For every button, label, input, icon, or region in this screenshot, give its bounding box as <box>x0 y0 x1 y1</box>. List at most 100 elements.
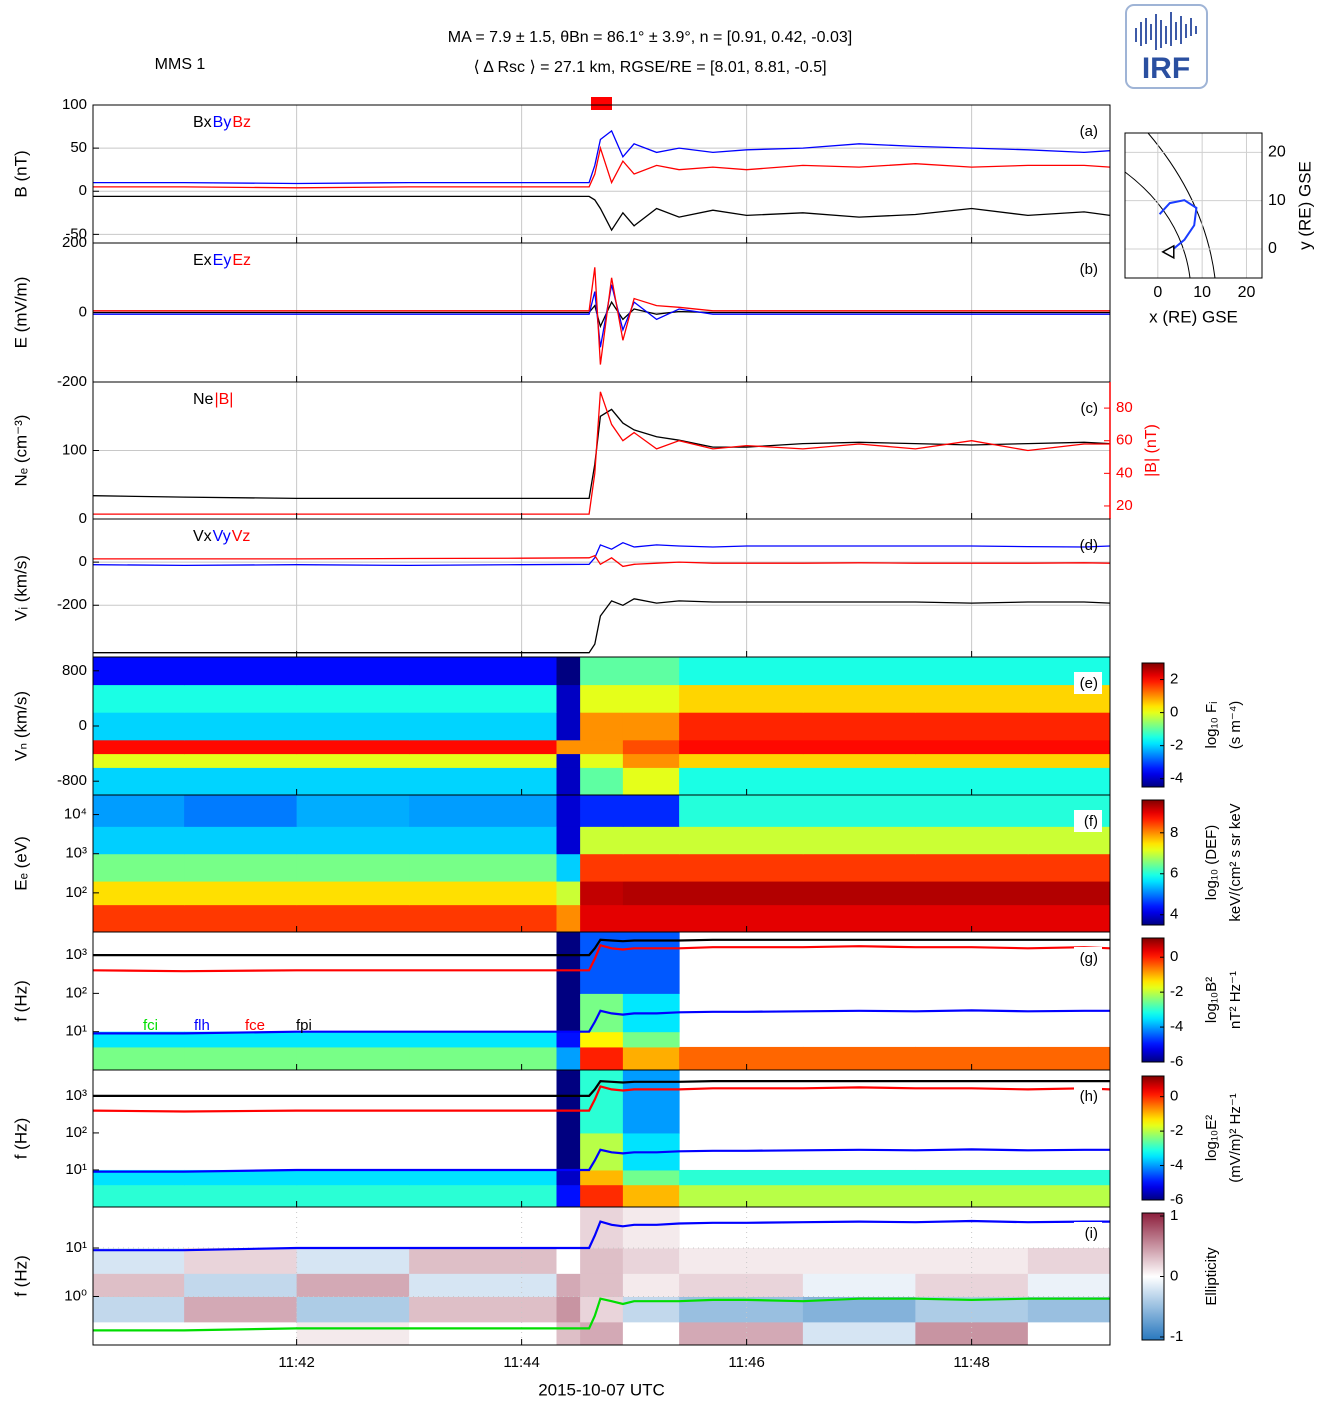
spectrogram-cell <box>679 712 804 741</box>
spectrogram-cell <box>296 881 410 906</box>
spectrogram-cell <box>580 932 624 994</box>
spectrogram-cell <box>93 904 185 932</box>
panel-label: (g) <box>1080 950 1098 967</box>
spectrogram-cell <box>802 1321 916 1345</box>
spectrogram-cell <box>679 1169 804 1186</box>
spectrogram-cell <box>556 795 581 827</box>
spectrogram-cell <box>802 881 916 906</box>
y-axis-label: Vₙ (km/s) <box>11 691 30 761</box>
spectrogram-cell <box>1027 739 1110 755</box>
spectrogram-cell <box>915 1273 1029 1297</box>
spectrogram-cell <box>679 1273 804 1297</box>
y-tick-label: 100 <box>62 441 87 458</box>
panel-label: (f) <box>1084 813 1098 830</box>
spectrogram-cell <box>580 1132 624 1171</box>
spectrogram-cell <box>679 1046 804 1070</box>
inset-frame <box>1124 132 1263 279</box>
x-axis-label: 2015-10-07 UTC <box>538 1380 665 1399</box>
spectrogram-cell <box>409 795 557 827</box>
y2-axis-label: |B| (nT) <box>1143 424 1160 477</box>
colorbar-label: (mV/m)² Hz⁻¹ <box>1227 1093 1244 1183</box>
panel-frame <box>92 1206 1111 1346</box>
panel: 10¹ 10² 10³ (h) f (Hz) -6 -4 -2 0 log₁₀E² (mV/m)² … <box>11 1069 1244 1208</box>
legend-entry: fpi <box>296 1017 312 1034</box>
spectrogram-cell <box>622 739 680 755</box>
spectrogram-cell <box>679 1247 804 1274</box>
spectrogram-cell <box>802 739 916 755</box>
spectrogram-cell <box>409 881 557 906</box>
plot-area <box>93 105 1110 243</box>
panel: -200 0 200 (b) E (mV/m) Ex Ey Ez <box>11 234 1111 390</box>
spectrogram-cell <box>296 1321 410 1345</box>
spectrogram-cell <box>296 904 410 932</box>
spectrogram-cell <box>93 767 185 795</box>
spectrogram-cell <box>679 1184 804 1207</box>
spectrogram-cell <box>915 881 1029 906</box>
y-tick-label: 50 <box>70 139 87 156</box>
spectrogram-cell <box>1027 881 1110 906</box>
panel: 10⁰ 10¹ (i) f (Hz) -1 0 1 Ellipticity <box>11 1206 1220 1346</box>
spectrogram-cell <box>622 904 680 932</box>
spectrogram-cell <box>580 993 624 1033</box>
spectrogram-cell <box>556 1273 581 1297</box>
spectrogram-cell <box>915 1046 1029 1070</box>
spectrogram-cell <box>1027 712 1110 741</box>
spectrogram-cell <box>184 904 298 932</box>
spectrogram-cell <box>580 1273 624 1297</box>
spectrogram-cell <box>802 853 916 882</box>
spectrogram-cell <box>580 767 624 795</box>
colorbar-label: log₁₀B² <box>1203 977 1220 1023</box>
spectrogram-cell <box>409 1296 557 1323</box>
legend-entry: Ey <box>213 252 232 269</box>
spectrogram-cell <box>802 1273 916 1297</box>
y-tick-label: 10³ <box>65 845 87 862</box>
y-tick-label: 10⁰ <box>64 1287 87 1304</box>
colorbar-tick-label: 0 <box>1170 948 1178 965</box>
colorbar-tick-label: -4 <box>1170 1157 1183 1174</box>
spectrogram-cell <box>409 853 557 882</box>
y-tick-label: 10⁴ <box>64 806 87 823</box>
spectrogram-cell <box>580 1184 624 1207</box>
x-tick-label: 20 <box>1238 284 1256 301</box>
spectrogram-cell <box>296 1046 410 1070</box>
spectrogram-cell <box>622 932 680 994</box>
spectrogram-cell <box>93 684 185 713</box>
series-line <box>93 943 1110 973</box>
spectrogram-cell <box>580 853 624 882</box>
spectrogram-cell <box>556 904 581 932</box>
spectrogram-cell <box>184 795 298 827</box>
spectrogram-cell <box>556 1247 581 1274</box>
legend-entry: By <box>213 114 232 131</box>
legend-entry: fci <box>143 1017 158 1034</box>
spectrogram-cell <box>679 739 804 755</box>
spectrogram-cell <box>622 767 680 795</box>
spectrogram-cell <box>556 1321 581 1345</box>
panel: 10² 10³ 10⁴ (f) Eₑ (eV) 4 6 8 log₁₀ (DEF) keV/(cm… <box>11 794 1244 933</box>
series-line <box>93 938 1110 957</box>
legend-entry: Ez <box>232 252 251 269</box>
spectrogram-cell <box>409 1184 557 1207</box>
y-tick-label: 0 <box>79 553 87 570</box>
spectrogram-cell <box>915 853 1029 882</box>
colorbar-tick-label: -6 <box>1170 1053 1183 1070</box>
plot-area <box>93 932 1110 1070</box>
spectrogram-cell <box>556 1070 581 1134</box>
series-line <box>93 284 1110 348</box>
y-tick-label: 0 <box>1268 240 1277 257</box>
spectrogram-cell <box>802 1247 916 1274</box>
series-line <box>93 1148 1110 1173</box>
spectrogram-cell <box>1027 853 1110 882</box>
header-line: MA = 7.9 ± 1.5, θBn = 86.1° ± 3.9°, n = … <box>448 29 852 46</box>
spectrogram-cell <box>556 881 581 906</box>
spectrogram-cell <box>580 1046 624 1070</box>
spectrogram-cell <box>622 1273 680 1297</box>
spectrogram-cell <box>802 1184 916 1207</box>
colorbar-tick-label: -2 <box>1170 1122 1183 1139</box>
series-line <box>93 1079 1110 1097</box>
spectrogram-cell <box>93 1184 185 1207</box>
spectrogram-cell <box>580 1247 624 1274</box>
y-tick-label: 800 <box>62 662 87 679</box>
